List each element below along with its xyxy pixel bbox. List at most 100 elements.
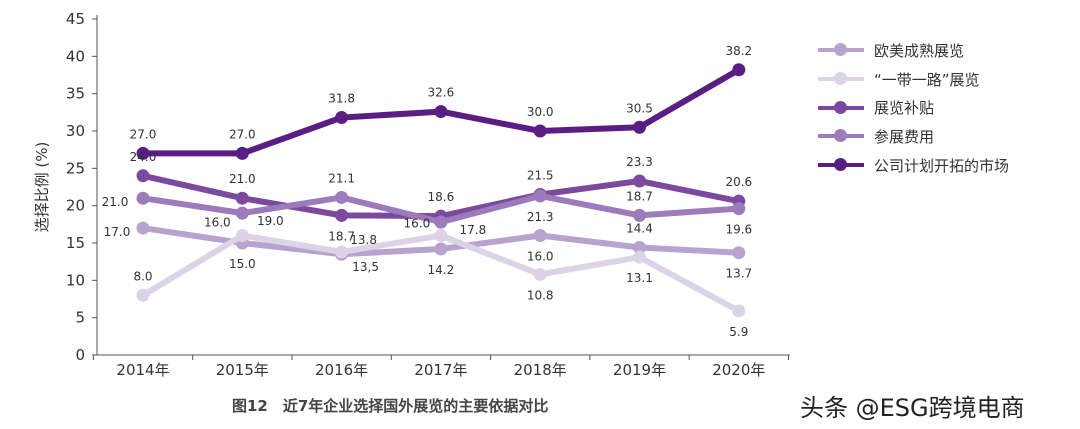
data-label: 24.0 bbox=[130, 150, 157, 164]
legend: 欧美成熟展览 “一带一路”展览 展览补贴参展费用公司计划开拓的市场 bbox=[818, 36, 1009, 179]
legend-swatch bbox=[818, 72, 864, 86]
data-point bbox=[732, 304, 746, 318]
y-tick-label: 35 bbox=[66, 85, 85, 103]
y-tick-label: 10 bbox=[66, 271, 85, 289]
data-label: 16.0 bbox=[527, 250, 554, 264]
data-label: 21.5 bbox=[527, 168, 554, 182]
data-label: 17.0 bbox=[104, 225, 131, 239]
data-label: 20.6 bbox=[725, 175, 752, 189]
y-tick-label: 15 bbox=[66, 234, 85, 252]
data-point bbox=[434, 242, 448, 256]
x-tick-label: 2016年 bbox=[315, 361, 368, 379]
data-point bbox=[533, 124, 547, 138]
data-point bbox=[633, 174, 646, 188]
data-label: 14.4 bbox=[626, 221, 653, 235]
data-point bbox=[235, 191, 249, 205]
y-tick-label: 0 bbox=[75, 346, 85, 364]
data-label: 27.0 bbox=[229, 127, 256, 141]
y-tick-label: 30 bbox=[66, 122, 85, 140]
legend-label: 参展费用 bbox=[874, 127, 935, 146]
data-label: 14.2 bbox=[428, 263, 455, 277]
y-tick-label: 5 bbox=[75, 309, 85, 327]
y-tick-label: 45 bbox=[66, 10, 85, 28]
data-point bbox=[434, 105, 448, 119]
data-label: 32.6 bbox=[428, 86, 455, 100]
data-label: 27.0 bbox=[130, 127, 157, 141]
data-point bbox=[335, 245, 349, 259]
data-point bbox=[335, 111, 349, 125]
data-label: 21.0 bbox=[229, 172, 256, 186]
data-label: 18.7 bbox=[626, 189, 653, 203]
data-label: 13,5 bbox=[352, 260, 379, 274]
x-tick-label: 2019年 bbox=[613, 361, 666, 379]
data-point bbox=[633, 208, 646, 222]
data-label: 30.0 bbox=[527, 105, 554, 119]
data-point bbox=[533, 267, 547, 281]
data-point bbox=[235, 229, 249, 243]
legend-swatch bbox=[818, 100, 864, 114]
data-label: 38.2 bbox=[725, 44, 752, 58]
data-label: 21.1 bbox=[328, 171, 355, 185]
data-point bbox=[136, 288, 150, 302]
x-tick-label: 2018年 bbox=[514, 361, 567, 379]
data-label: 8.0 bbox=[133, 269, 152, 283]
chart-caption: 图12 近7年企业选择国外展览的主要依据对比 bbox=[232, 397, 549, 415]
watermark: 头条 @ESG跨境电商 bbox=[800, 394, 1025, 422]
data-label: 16.0 bbox=[204, 216, 231, 230]
data-label: 10.8 bbox=[527, 288, 554, 302]
data-point bbox=[235, 206, 249, 220]
data-point bbox=[136, 146, 150, 160]
x-tick-label: 2020年 bbox=[712, 361, 765, 379]
data-point bbox=[335, 208, 349, 222]
data-point bbox=[136, 191, 150, 205]
y-axis-label: 选择比例 (%) bbox=[33, 142, 51, 233]
data-point bbox=[732, 202, 746, 216]
data-label: 21.0 bbox=[102, 195, 129, 209]
legend-label: 欧美成熟展览 bbox=[874, 41, 965, 60]
data-point bbox=[732, 63, 746, 77]
legend-swatch bbox=[818, 158, 864, 172]
data-label: 19.6 bbox=[725, 223, 752, 237]
data-label: 18.6 bbox=[428, 190, 455, 204]
x-tick-label: 2015年 bbox=[216, 361, 269, 379]
data-label: 13.7 bbox=[725, 267, 752, 281]
legend-item: 欧美成熟展览 bbox=[818, 36, 1009, 65]
data-label: 13.1 bbox=[626, 271, 653, 285]
data-point bbox=[235, 146, 249, 160]
data-label: 31.8 bbox=[328, 92, 355, 106]
data-label: 15.0 bbox=[229, 257, 256, 271]
data-label: 23.3 bbox=[626, 155, 653, 169]
data-point bbox=[533, 229, 547, 243]
legend-item: 参展费用 bbox=[818, 122, 1009, 151]
data-point bbox=[732, 246, 746, 260]
data-label: 16.0 bbox=[404, 217, 431, 231]
data-label: 18.7 bbox=[328, 229, 355, 243]
data-label: 17.8 bbox=[460, 223, 487, 237]
data-point bbox=[533, 189, 547, 203]
y-tick-label: 40 bbox=[66, 47, 85, 65]
data-label: 21.3 bbox=[527, 210, 554, 224]
data-point bbox=[434, 229, 448, 243]
legend-label: “一带一路”展览 bbox=[874, 70, 980, 89]
legend-item: “一带一路”展览 bbox=[818, 65, 1009, 94]
legend-swatch bbox=[818, 43, 864, 57]
x-tick-label: 2017年 bbox=[414, 361, 467, 379]
data-label: 30.5 bbox=[626, 101, 653, 115]
y-tick-label: 25 bbox=[66, 159, 85, 177]
data-label: 19.0 bbox=[257, 214, 284, 228]
data-point bbox=[136, 169, 150, 183]
data-label: 13.8 bbox=[350, 233, 377, 247]
data-label: 5.9 bbox=[729, 325, 748, 339]
legend-item: 公司计划开拓的市场 bbox=[818, 151, 1009, 180]
data-point bbox=[136, 221, 150, 235]
legend-label: 展览补贴 bbox=[874, 99, 935, 118]
data-point bbox=[633, 120, 646, 134]
x-tick-label: 2014年 bbox=[116, 361, 169, 379]
legend-item: 展览补贴 bbox=[818, 93, 1009, 122]
data-point bbox=[633, 250, 646, 264]
legend-swatch bbox=[818, 129, 864, 143]
legend-label: 公司计划开拓的市场 bbox=[874, 156, 1010, 175]
data-point bbox=[633, 240, 646, 254]
data-point bbox=[434, 215, 448, 229]
